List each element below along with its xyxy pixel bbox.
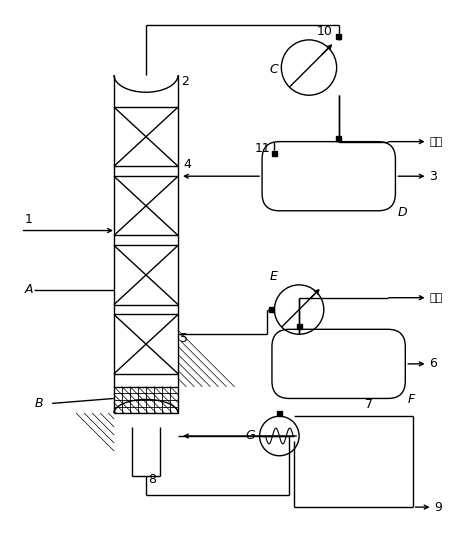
- Bar: [297, 324, 302, 329]
- Text: 3: 3: [430, 170, 437, 182]
- Text: D: D: [397, 206, 407, 219]
- Text: A: A: [25, 283, 33, 296]
- Text: 6: 6: [430, 357, 437, 370]
- Text: 真空: 真空: [430, 293, 443, 302]
- Text: 9: 9: [435, 501, 442, 513]
- Bar: [336, 136, 341, 141]
- Text: E: E: [269, 270, 278, 283]
- Bar: [272, 151, 277, 156]
- Text: 8: 8: [148, 473, 156, 487]
- Bar: [277, 411, 282, 416]
- Text: G: G: [246, 430, 255, 442]
- Text: 1: 1: [25, 213, 32, 226]
- Text: 11: 11: [255, 141, 270, 155]
- Text: 7: 7: [365, 398, 373, 412]
- Text: C: C: [269, 63, 278, 76]
- Bar: [336, 35, 341, 39]
- Text: F: F: [407, 393, 415, 407]
- Text: 10: 10: [317, 26, 333, 38]
- Text: 2: 2: [181, 75, 189, 88]
- Text: B: B: [35, 397, 43, 410]
- Text: 5: 5: [180, 332, 188, 345]
- Text: 真空: 真空: [430, 136, 443, 147]
- Bar: [269, 307, 274, 312]
- Text: 4: 4: [183, 158, 191, 172]
